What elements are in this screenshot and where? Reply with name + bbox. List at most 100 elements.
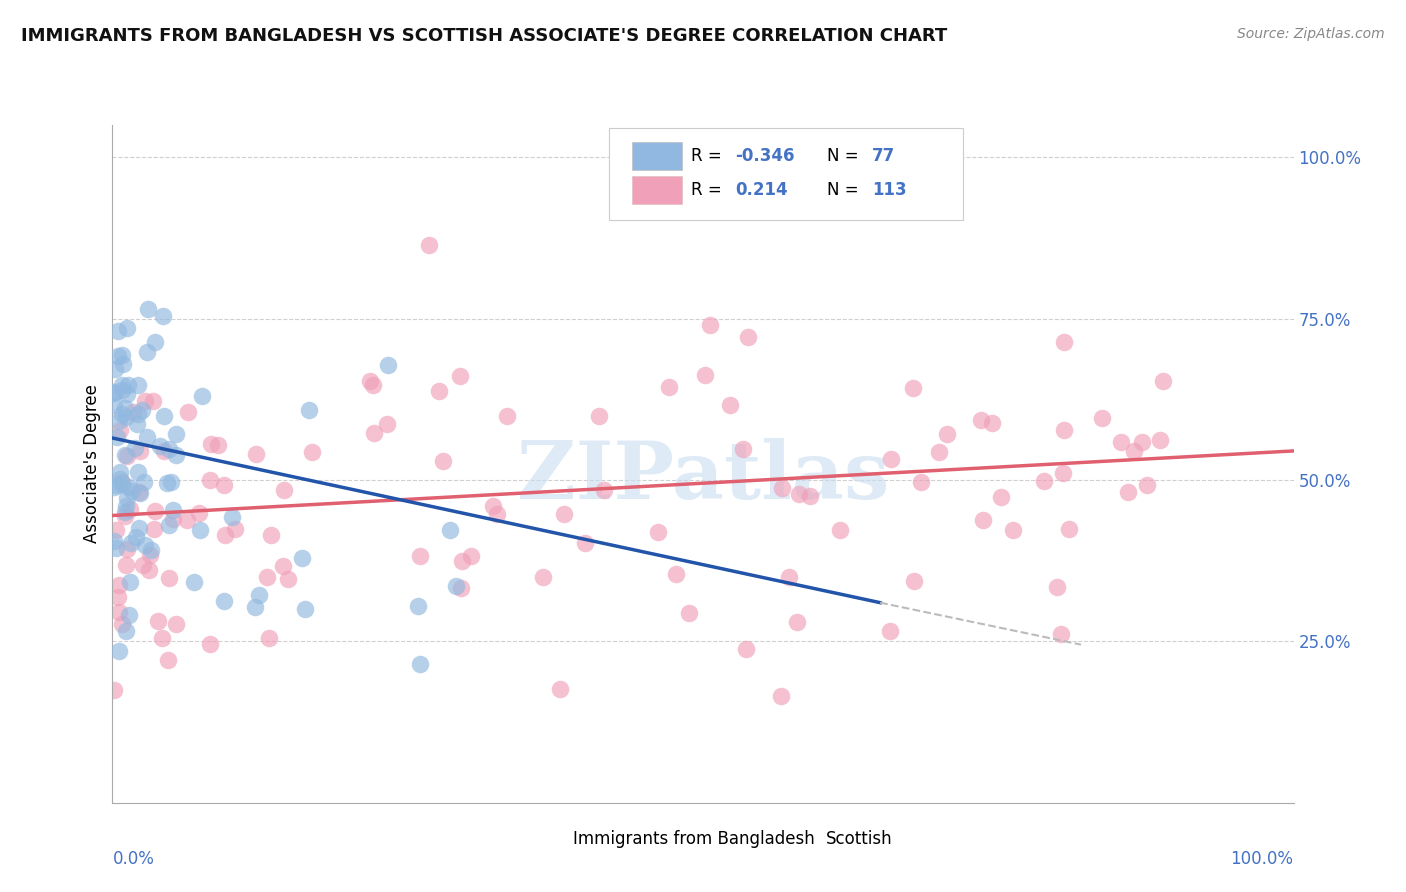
Point xyxy=(214,593,236,607)
Point xyxy=(190,389,212,403)
Point xyxy=(118,480,141,494)
Text: 77: 77 xyxy=(872,147,896,165)
Point xyxy=(970,413,993,427)
Point xyxy=(936,427,959,442)
Point xyxy=(165,448,187,462)
Point xyxy=(214,528,236,542)
Text: 0.0%: 0.0% xyxy=(112,850,155,868)
Point xyxy=(115,542,138,557)
Point xyxy=(115,409,138,424)
FancyBboxPatch shape xyxy=(609,128,963,219)
Point xyxy=(148,614,170,628)
Point xyxy=(495,409,517,423)
Point xyxy=(141,542,163,557)
Point xyxy=(910,475,932,490)
Point xyxy=(830,523,852,537)
Point xyxy=(548,682,571,697)
Point xyxy=(665,567,688,582)
Point xyxy=(121,484,143,499)
Point xyxy=(162,511,184,525)
Point xyxy=(450,581,472,595)
Point xyxy=(128,484,150,499)
Text: 113: 113 xyxy=(872,181,907,199)
Point xyxy=(120,502,142,516)
Point xyxy=(990,490,1012,504)
Point xyxy=(778,570,800,584)
Point xyxy=(149,439,172,453)
Point xyxy=(699,318,721,332)
Point xyxy=(111,348,134,362)
Point xyxy=(198,473,221,487)
Point xyxy=(165,616,187,631)
Point xyxy=(409,657,432,672)
Point xyxy=(243,599,266,614)
Point xyxy=(139,548,162,562)
Point xyxy=(115,558,138,572)
Point xyxy=(256,570,278,584)
Point xyxy=(104,523,127,537)
Point xyxy=(224,522,246,536)
Point xyxy=(207,438,229,452)
Point xyxy=(110,423,132,437)
Point xyxy=(1091,411,1114,425)
Point xyxy=(291,551,314,566)
Point xyxy=(105,478,128,492)
Point xyxy=(183,574,205,589)
Point xyxy=(125,417,148,431)
Point xyxy=(162,503,184,517)
Point xyxy=(128,521,150,535)
Point xyxy=(103,384,125,399)
Point xyxy=(156,475,179,490)
Point xyxy=(221,509,243,524)
Point xyxy=(107,605,129,619)
Point xyxy=(451,554,474,568)
Point xyxy=(138,563,160,577)
Point xyxy=(103,480,125,494)
Point xyxy=(444,579,467,593)
Point xyxy=(735,641,758,656)
Point xyxy=(177,404,200,418)
Point xyxy=(301,445,323,459)
Point xyxy=(245,447,267,461)
FancyBboxPatch shape xyxy=(633,176,682,204)
Point xyxy=(1001,523,1024,537)
Point xyxy=(928,445,950,459)
Point xyxy=(1057,522,1080,536)
Text: 100.0%: 100.0% xyxy=(1230,850,1294,868)
Point xyxy=(187,506,209,520)
Point xyxy=(114,505,136,519)
Point xyxy=(880,451,903,466)
Point xyxy=(249,588,271,602)
Point xyxy=(128,443,150,458)
Point xyxy=(108,644,131,658)
Point xyxy=(1053,423,1076,437)
Text: N =: N = xyxy=(827,147,863,165)
Point xyxy=(152,409,174,423)
Point xyxy=(108,578,131,592)
Point xyxy=(118,574,141,589)
Point xyxy=(152,631,174,645)
Point xyxy=(111,383,134,397)
Point xyxy=(157,442,180,456)
Point xyxy=(115,449,138,463)
Point xyxy=(1033,475,1056,489)
Point xyxy=(553,507,575,521)
Point xyxy=(1130,435,1153,450)
Text: Source: ZipAtlas.com: Source: ZipAtlas.com xyxy=(1237,27,1385,41)
Point xyxy=(136,301,159,316)
Point xyxy=(429,384,451,398)
Y-axis label: Associate's Degree: Associate's Degree xyxy=(83,384,101,543)
Point xyxy=(132,475,155,489)
Point xyxy=(260,527,283,541)
Point xyxy=(111,617,134,632)
Point xyxy=(114,508,136,523)
Point xyxy=(143,334,166,349)
Text: ZIPatlas: ZIPatlas xyxy=(517,438,889,516)
Point xyxy=(485,507,508,521)
Point xyxy=(165,426,187,441)
Point xyxy=(879,624,901,638)
Point xyxy=(117,378,139,392)
Point xyxy=(733,442,755,457)
Point xyxy=(799,489,821,503)
Point xyxy=(142,522,165,536)
